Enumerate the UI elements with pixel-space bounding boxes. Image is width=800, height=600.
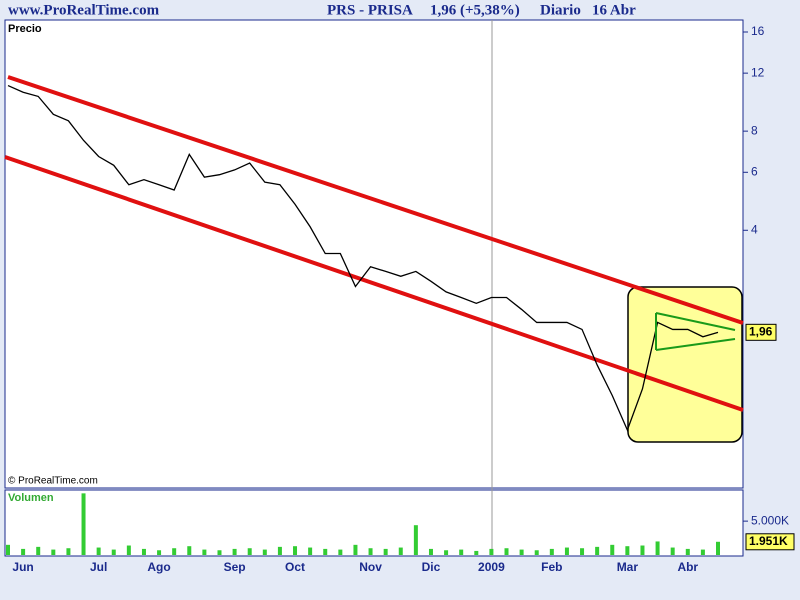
y-tick-label: 5.000K: [751, 513, 789, 527]
quote: 1,96 (+5,38%): [430, 2, 520, 18]
volume-bar: [504, 548, 509, 555]
last-value-label: 1.951K: [749, 534, 788, 548]
volume-bar: [640, 545, 645, 555]
x-tick-label: Abr: [677, 560, 698, 574]
x-tick-label: Feb: [541, 560, 562, 574]
volume-bar: [474, 550, 479, 555]
x-tick-label: Dic: [422, 560, 441, 574]
channel-top: [7, 75, 744, 325]
x-tick-label: Jul: [90, 560, 107, 574]
volume-bar: [111, 549, 116, 555]
volume-bar: [187, 546, 192, 555]
volume-bar: [262, 549, 267, 555]
volume-bar: [293, 546, 298, 555]
volume-bar: [247, 548, 252, 555]
volume-bar: [172, 548, 177, 555]
x-tick-label: Jun: [12, 560, 33, 574]
volume-bar: [368, 548, 373, 555]
volume-bar: [413, 525, 418, 555]
ticker: PRS - PRISA: [327, 2, 413, 18]
volume-bar: [217, 550, 222, 555]
copyright: © ProRealTime.com: [8, 476, 98, 487]
volume-bar: [398, 547, 403, 555]
price-title: Precio: [8, 23, 42, 35]
volume-bar: [549, 548, 554, 555]
price-line: [7, 84, 719, 432]
last-value-label: 1,96: [749, 324, 773, 338]
volume-bar: [353, 544, 358, 555]
volume-bar: [157, 550, 162, 555]
volume-bar: [716, 541, 720, 555]
date: 16 Abr: [592, 2, 636, 18]
triangle-bottom: [655, 338, 736, 351]
volume-bar: [489, 548, 494, 555]
x-tick-label: Mar: [617, 560, 639, 574]
volume-bar: [625, 546, 630, 555]
volume-bar: [338, 549, 343, 555]
volume-bar: [21, 548, 26, 555]
volume-bar: [444, 550, 449, 555]
volume-bar: [655, 541, 660, 555]
volume-bar: [383, 548, 388, 555]
y-tick-label: 16: [751, 24, 765, 38]
volume-bar: [459, 549, 464, 555]
volume-bar: [308, 547, 313, 555]
site: www.ProRealTime.com: [8, 2, 160, 18]
y-tick-label: 12: [751, 65, 765, 79]
volume-title: Volumen: [8, 492, 54, 504]
volume-panel: [4, 489, 744, 557]
x-tick-label: Ago: [147, 560, 170, 574]
x-tick-label: Oct: [285, 560, 305, 574]
volume-bar: [202, 549, 207, 555]
last-value-box: [745, 323, 777, 341]
x-tick-label: 2009: [478, 560, 505, 574]
volume-bar: [564, 547, 569, 555]
volume-bar: [36, 546, 41, 555]
volume-bar: [595, 546, 600, 555]
volume-bar: [610, 544, 615, 555]
volume-bar: [6, 544, 10, 555]
channel-bottom: [4, 155, 744, 412]
volume-bar: [66, 548, 71, 555]
volume-bar: [428, 548, 433, 555]
highlight-box: [627, 286, 743, 443]
x-tick-label: Nov: [359, 560, 382, 574]
volume-bar: [277, 546, 282, 555]
volume-bar: [580, 548, 585, 555]
volume-bar: [96, 547, 101, 555]
y-tick-label: 6: [751, 164, 758, 178]
y-tick-label: 4: [751, 222, 758, 236]
volume-bar: [141, 548, 146, 555]
triangle-top: [655, 312, 736, 331]
last-value-box: [745, 533, 795, 551]
x-tick-label: Sep: [224, 560, 246, 574]
y-tick-label: 8: [751, 123, 758, 137]
volume-bar: [700, 549, 705, 555]
volume-bar: [670, 547, 675, 555]
volume-bar: [685, 548, 690, 555]
volume-bar: [126, 545, 131, 555]
volume-bar: [519, 549, 524, 555]
volume-bar: [534, 550, 539, 555]
volume-bar: [81, 493, 86, 555]
volume-bar: [232, 548, 237, 555]
volume-bar: [51, 549, 56, 555]
period: Diario: [540, 2, 581, 18]
price-panel: [4, 19, 744, 489]
volume-bar: [323, 548, 328, 555]
